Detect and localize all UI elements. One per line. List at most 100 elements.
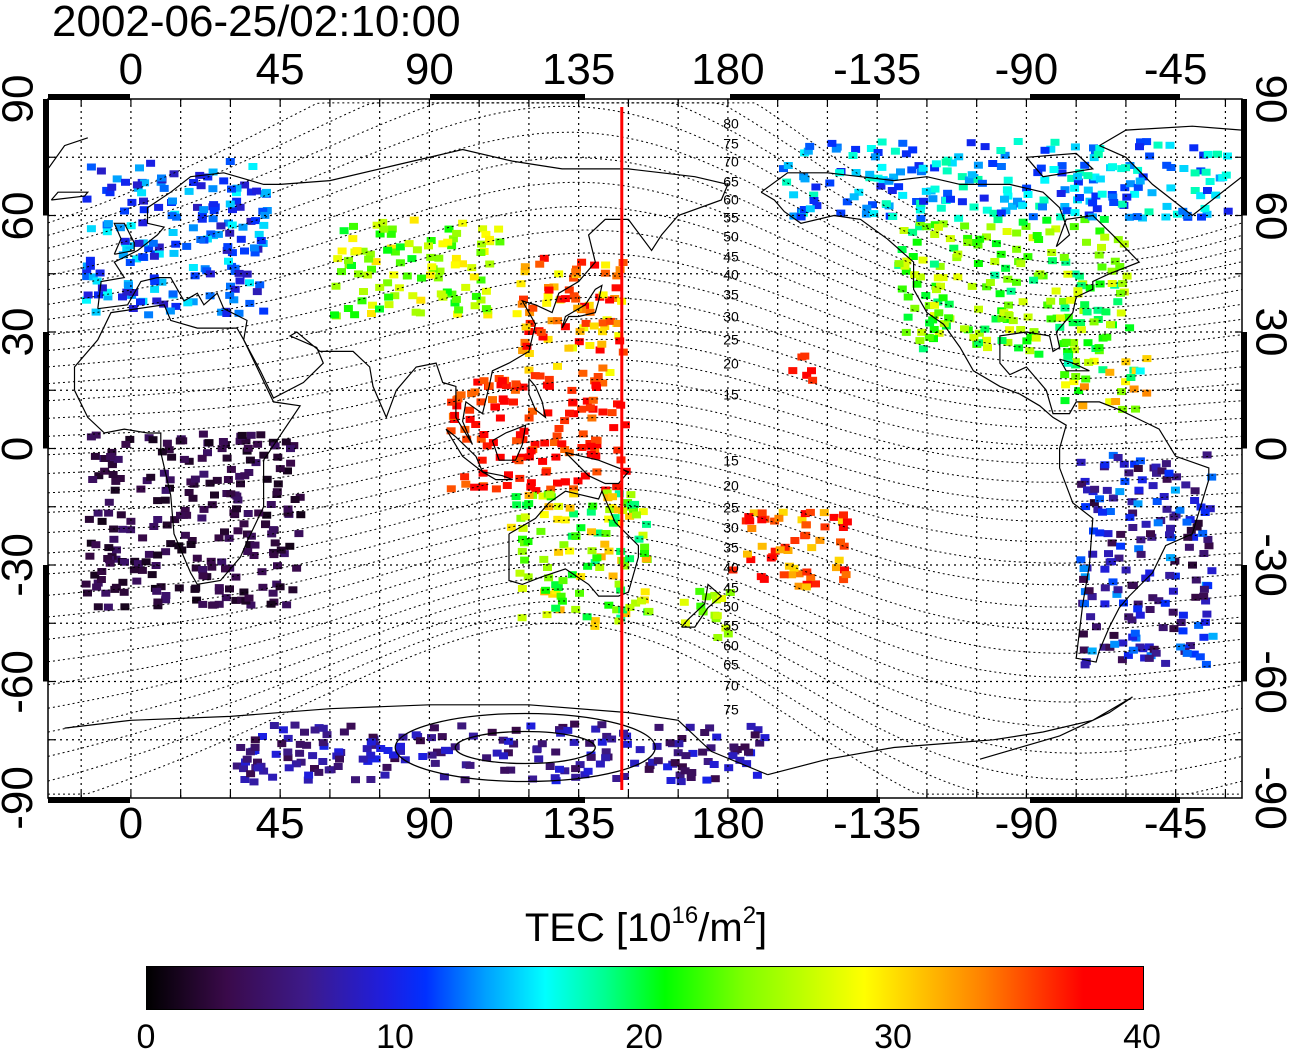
- tec-cell: [963, 234, 973, 242]
- tec-cell: [1160, 599, 1170, 607]
- tec-cell: [1023, 313, 1033, 321]
- tec-cell: [587, 528, 596, 536]
- tec-cell: [546, 485, 556, 493]
- tec-cell: [113, 455, 123, 463]
- tec-cell: [120, 603, 130, 611]
- tec-cell: [148, 436, 158, 444]
- tec-cell: [273, 480, 283, 488]
- mlat-label: 75: [723, 136, 739, 152]
- tec-cell: [1099, 215, 1109, 223]
- tec-cell: [476, 296, 486, 304]
- tec-cell: [569, 292, 579, 300]
- tec-cell: [631, 599, 641, 607]
- tec-cell: [1095, 529, 1105, 537]
- tec-cell: [450, 411, 460, 419]
- tec-cell: [676, 778, 686, 786]
- tec-cell: [83, 291, 93, 299]
- tec-cell: [521, 323, 531, 331]
- tec-cell: [509, 398, 518, 406]
- tec-cell: [528, 304, 538, 312]
- tec-cell: [1169, 513, 1179, 521]
- tec-cell: [544, 375, 554, 383]
- tec-cell: [1079, 646, 1089, 654]
- tec-cell: [286, 459, 296, 467]
- tec-cell: [1003, 176, 1013, 184]
- tec-cell: [460, 473, 470, 481]
- tec-cell: [1157, 467, 1167, 475]
- tec-cell: [1090, 485, 1100, 493]
- tec-cell: [577, 258, 587, 266]
- tec-cell: [1153, 519, 1163, 527]
- coastline: [561, 284, 603, 329]
- tec-cell: [910, 271, 920, 279]
- x-tick-label: 0: [118, 45, 144, 94]
- tec-cell: [1204, 542, 1214, 550]
- tec-cell: [442, 288, 452, 296]
- tec-cell: [974, 329, 984, 337]
- tec-cell: [1172, 210, 1182, 218]
- tec-cell: [253, 758, 262, 766]
- tec-cell: [1135, 611, 1145, 619]
- tec-cell: [705, 724, 715, 732]
- tec-cell: [747, 525, 757, 532]
- tec-cell: [333, 255, 343, 263]
- tec-cell: [389, 271, 399, 279]
- tec-cell: [231, 596, 241, 604]
- colorbar-title: TEC [1016/m2]: [0, 904, 1292, 951]
- tec-cell: [963, 239, 973, 246]
- tec-cell: [887, 187, 897, 194]
- tec-cell: [380, 771, 390, 779]
- tec-cell: [586, 508, 596, 516]
- tec-cell: [1106, 321, 1115, 329]
- tec-cell: [523, 573, 533, 581]
- tec-cell: [995, 290, 1005, 298]
- tec-cell: [644, 765, 654, 773]
- tec-cell: [1182, 211, 1192, 219]
- tec-cell: [517, 547, 527, 555]
- tec-cell: [541, 468, 551, 476]
- tec-cell: [252, 187, 262, 195]
- tec-cell: [103, 288, 112, 296]
- tec-cell: [467, 390, 477, 398]
- tec-cell: [606, 317, 616, 325]
- tec-cell: [1089, 318, 1099, 326]
- tec-cell: [953, 273, 963, 281]
- tec-cell: [600, 540, 610, 548]
- tec-cell: [354, 270, 363, 278]
- tec-cell: [1179, 165, 1189, 172]
- tec-cell: [774, 514, 784, 522]
- mlat-contour: [48, 588, 1242, 754]
- tec-cell: [174, 584, 184, 592]
- tec-cell: [418, 753, 428, 760]
- tec-cell: [1135, 457, 1145, 465]
- tec-cell: [608, 519, 618, 527]
- tec-cell: [1102, 333, 1112, 341]
- tec-cell: [203, 449, 212, 457]
- tec-cell: [141, 558, 151, 566]
- tec-cell: [1108, 494, 1118, 502]
- tec-cell: [187, 537, 197, 544]
- tec-cell: [1153, 141, 1163, 149]
- tec-cell: [522, 342, 532, 350]
- tec-cell: [138, 253, 148, 261]
- tec-cell: [206, 557, 216, 565]
- tec-cell: [609, 424, 619, 432]
- tec-cell: [1016, 260, 1026, 268]
- tec-cell: [400, 756, 410, 764]
- tec-cell: [571, 268, 581, 276]
- tec-cell: [1087, 647, 1097, 655]
- x-tick-label: -90: [994, 799, 1059, 848]
- tec-cell: [1166, 524, 1175, 532]
- tec-cell: [557, 440, 567, 448]
- tec-cell: [479, 377, 489, 385]
- tec-cell: [262, 475, 272, 483]
- tec-cell: [605, 369, 615, 376]
- tec-cell: [929, 326, 939, 333]
- colorbar-tick-label: 40: [1123, 1018, 1161, 1056]
- tec-cell: [941, 158, 951, 166]
- tec-cell: [1061, 338, 1071, 346]
- tec-cell: [182, 511, 192, 519]
- tec-cell: [482, 442, 492, 450]
- tec-cell: [498, 395, 508, 403]
- tec-cell: [154, 203, 164, 211]
